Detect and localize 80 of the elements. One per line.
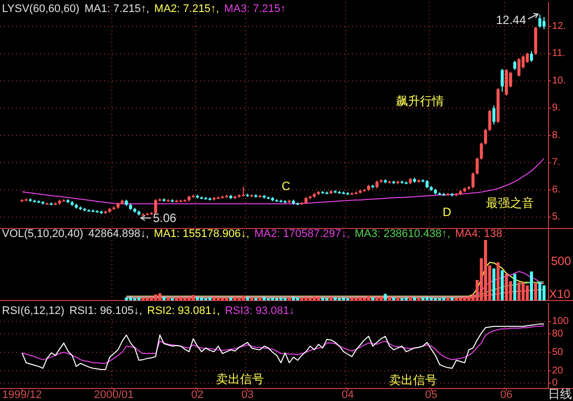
bar xyxy=(321,297,324,300)
annotation: MA3: 238610.438↑, xyxy=(354,228,450,240)
bar xyxy=(371,297,374,300)
bar xyxy=(513,274,516,300)
bar xyxy=(271,297,274,300)
bar xyxy=(279,297,282,300)
bar xyxy=(538,282,542,300)
annotation: VOL(5,10,20,40) xyxy=(2,228,84,240)
annotation: 卖出信号 xyxy=(389,373,437,387)
x-tick-label: 03 xyxy=(241,389,254,401)
bar xyxy=(530,271,533,300)
y-tick-label: 0 xyxy=(552,378,558,389)
annotation: MA1: 155178.906↓, xyxy=(154,228,250,240)
y-tick-label: 20 xyxy=(552,365,564,376)
text: X10 xyxy=(549,287,571,301)
bar xyxy=(196,296,199,300)
annotation: RSI(6,12,12) xyxy=(2,305,64,317)
bar xyxy=(430,297,433,300)
bar xyxy=(500,270,504,300)
annotation: C xyxy=(282,179,291,193)
annotation: RSI1: 96.105↓, xyxy=(69,305,142,317)
x-tick-label: 06 xyxy=(500,389,513,401)
annotation: D xyxy=(442,205,452,219)
x-tick-label: 02 xyxy=(191,389,204,401)
line-series xyxy=(22,323,544,370)
y-tick-label: 80 xyxy=(552,328,564,340)
bar xyxy=(450,297,454,300)
bar xyxy=(384,294,387,300)
annotation: 最强之音 xyxy=(486,196,534,210)
annotation: 12.44 xyxy=(496,13,526,27)
bar xyxy=(392,297,396,300)
annotation: RSI3: 93.081↓ xyxy=(224,305,295,317)
bar xyxy=(296,297,300,300)
annotation: 飙升行情 xyxy=(396,94,444,108)
y-tick-label: 11. xyxy=(552,48,566,60)
bar xyxy=(404,297,408,300)
annotation: MA4: 138 xyxy=(455,228,502,240)
x-tick-label: 05 xyxy=(425,389,438,401)
x-tick-label: 04 xyxy=(342,389,354,401)
line-series xyxy=(22,325,544,364)
y-tick-label: 8. xyxy=(552,130,560,141)
bar xyxy=(137,297,140,300)
bar xyxy=(413,297,416,300)
bar xyxy=(200,297,204,300)
text: 日线 xyxy=(548,387,572,401)
annotation: MA2: 170587.297↓, xyxy=(254,228,350,240)
y-tick-label: 5. xyxy=(552,212,560,223)
y-tick-label: 6. xyxy=(552,184,560,196)
x-tick-label: 1999/12 xyxy=(2,389,42,401)
bar xyxy=(442,297,446,300)
y-tick-label: 100 xyxy=(552,316,570,327)
y-tick-label: 12. xyxy=(552,21,566,32)
y-tick-label: 7. xyxy=(552,157,560,168)
bar xyxy=(229,297,232,300)
y-tick-label: 9. xyxy=(552,102,560,114)
annotation: MA2: 7.215↑, xyxy=(154,3,220,15)
y-tick-label: 10. xyxy=(552,75,566,86)
bar xyxy=(124,297,128,300)
annotation: 42864.898↓, xyxy=(88,228,149,240)
text: 500 xyxy=(551,254,572,268)
bar xyxy=(292,296,295,300)
bar xyxy=(492,268,496,300)
annotation: 卖出信号 xyxy=(216,372,264,386)
bar xyxy=(334,297,337,300)
annotation: LYSV(60,60,60) xyxy=(2,3,80,15)
bar xyxy=(342,297,346,300)
bar xyxy=(426,296,429,300)
bar xyxy=(421,297,424,300)
y-tick-label: 50 xyxy=(552,346,564,358)
x-tick-label: 2000/01 xyxy=(94,389,134,401)
bar xyxy=(162,296,166,300)
annotation: RSI2: 93.081↓, xyxy=(147,305,220,317)
annotation: MA3: 7.215↑ xyxy=(224,3,286,15)
annotation: MA1: 7.215↑, xyxy=(84,3,150,15)
bar xyxy=(129,296,132,300)
bar xyxy=(542,285,546,300)
bar xyxy=(246,296,250,300)
bar xyxy=(262,296,266,300)
annotation: 5.06 xyxy=(153,211,177,225)
bar xyxy=(208,297,212,300)
